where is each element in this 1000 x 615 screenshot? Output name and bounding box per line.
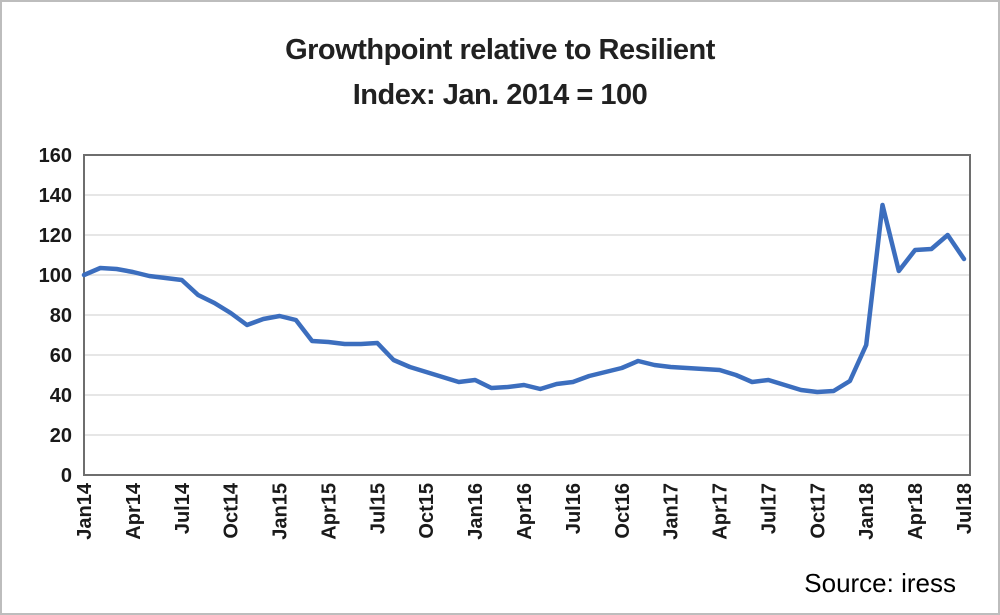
- x-axis-label: Jul14: [172, 482, 194, 534]
- x-axis-label: Jul17: [758, 483, 780, 534]
- chart-title-line1: Growthpoint relative to Resilient: [285, 34, 715, 66]
- x-axis-label: Jul16: [563, 483, 585, 534]
- x-axis-label: Oct17: [807, 483, 829, 539]
- y-axis-label: 160: [39, 145, 72, 167]
- x-axis-label: Oct15: [416, 483, 438, 539]
- x-axis-label: Jan14: [74, 482, 96, 540]
- x-axis-label: Jan15: [270, 483, 292, 540]
- y-axis-label: 0: [61, 465, 72, 487]
- y-axis-label: 60: [50, 345, 72, 367]
- y-axis-label: 40: [50, 385, 72, 407]
- x-axis-label: Jul18: [954, 483, 976, 534]
- y-axis-label: 20: [50, 425, 72, 447]
- chart-title: Growthpoint relative to Resilient Index:…: [2, 28, 998, 118]
- x-axis-label: Apr14: [123, 482, 145, 540]
- plot-border: [83, 154, 971, 476]
- x-axis-label: Apr15: [318, 483, 340, 540]
- y-axis-label: 80: [50, 305, 72, 327]
- y-axis-label: 140: [39, 185, 72, 207]
- x-axis-label: Apr16: [514, 483, 536, 540]
- x-axis-label: Apr18: [905, 483, 927, 540]
- source-label: Source: iress: [804, 568, 956, 598]
- y-axis-label: 100: [39, 265, 72, 287]
- y-axis-label: 120: [39, 225, 72, 247]
- x-axis-label: Jan18: [856, 483, 878, 540]
- x-axis-label: Apr17: [710, 483, 732, 540]
- x-axis-label: Oct16: [612, 483, 634, 539]
- series-line: [81, 202, 967, 395]
- chart-title-line2: Index: Jan. 2014 = 100: [352, 79, 648, 111]
- x-axis-label: Jan17: [661, 483, 683, 540]
- x-axis-label: Jul15: [367, 483, 389, 534]
- x-axis-label: Jan16: [465, 483, 487, 540]
- x-axis-label: Oct14: [221, 482, 243, 538]
